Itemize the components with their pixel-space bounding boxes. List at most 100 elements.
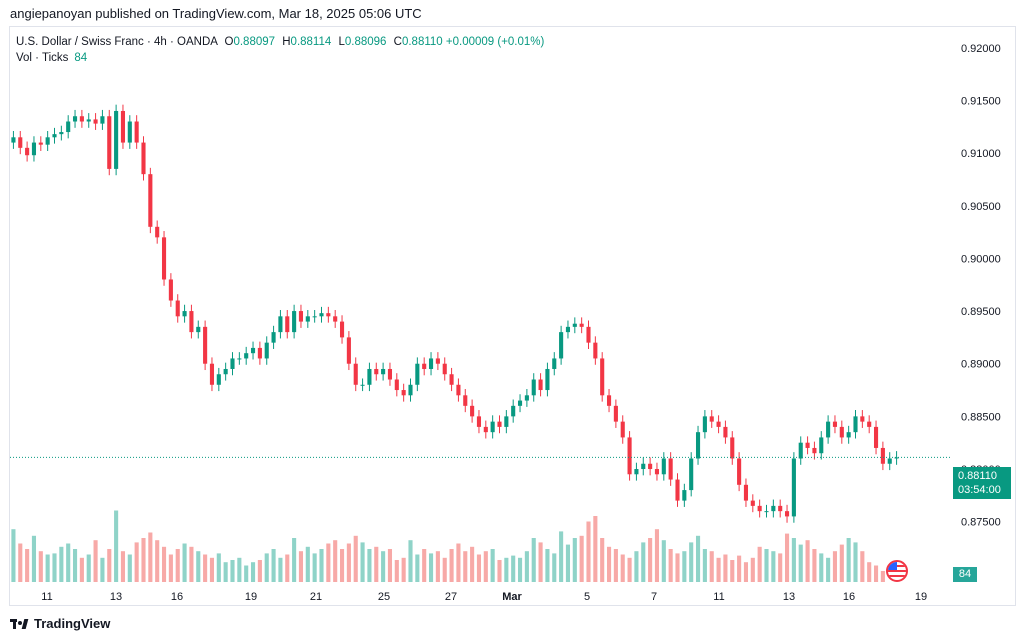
candle-body [634, 469, 639, 475]
volume-bar [250, 562, 256, 582]
volume-bar [524, 551, 529, 582]
volume-bar [216, 553, 221, 582]
volume-bar [791, 538, 796, 582]
volume-bar [716, 557, 721, 582]
volume-bar [408, 540, 413, 582]
volume-bar [819, 553, 824, 582]
volume-bar [312, 553, 317, 582]
volume-bar [723, 554, 728, 582]
candle-body [312, 316, 317, 318]
volume-bar [511, 555, 516, 582]
volume-bar [387, 549, 393, 582]
volume-bar [141, 538, 146, 582]
volume-bar [11, 529, 16, 582]
volume-bar [641, 542, 646, 582]
candle-body [593, 342, 598, 359]
volume-bar [552, 553, 557, 582]
volume-bar [572, 538, 577, 582]
candle-body [538, 379, 543, 391]
candle-body [120, 110, 126, 143]
candle-body [456, 384, 461, 396]
candle-body [428, 358, 434, 369]
volume-bar [189, 546, 194, 582]
candle-body [668, 458, 673, 480]
volume-bar [483, 551, 488, 582]
volume-bar [155, 540, 160, 582]
candle-body [812, 447, 817, 454]
x-tick-label: Mar [502, 591, 522, 603]
volume-bar [490, 549, 495, 582]
volume-bar [134, 542, 139, 582]
candle-body [675, 479, 680, 501]
candle-body [723, 426, 728, 438]
candle-body [442, 363, 447, 375]
volume-bar [709, 551, 714, 582]
candle-body [230, 358, 235, 369]
candle-body [387, 368, 393, 380]
volume-bar [812, 549, 817, 582]
volume-bar [271, 549, 276, 582]
candle-body [771, 505, 776, 512]
candle-body [784, 511, 790, 517]
candle-body [627, 437, 632, 475]
candle-body [743, 484, 749, 501]
candle-body [476, 416, 482, 427]
volume-bar [257, 560, 262, 582]
candle-body [757, 505, 762, 512]
candle-body [579, 323, 584, 327]
candle-body [887, 458, 892, 464]
volume-bar [867, 562, 872, 582]
candle-body [278, 316, 283, 333]
candle-body [572, 323, 577, 327]
y-tick-label: 0.89500 [961, 306, 1001, 318]
candle-body [750, 500, 755, 506]
candle-body [257, 347, 262, 359]
volume-bar [298, 551, 304, 582]
candle-body [826, 421, 831, 438]
candle-body [189, 311, 194, 333]
candle-body [25, 147, 30, 156]
volume-bar [120, 551, 126, 582]
us-flag-icon[interactable] [886, 560, 908, 582]
x-tick-label: 5 [584, 591, 590, 603]
candle-body [237, 358, 242, 360]
volume-bar [654, 529, 660, 582]
volume-bar [394, 560, 399, 582]
candle-body [695, 432, 701, 459]
candle-body [271, 332, 276, 343]
volume-bar [757, 546, 762, 582]
candle-body [86, 119, 91, 122]
volume-bar [600, 538, 605, 582]
volume-bar [497, 560, 502, 582]
candle-body [223, 368, 228, 375]
candle-body [504, 416, 509, 427]
candle-body [682, 490, 687, 501]
volume-bar [175, 549, 180, 582]
volume-bar [292, 538, 297, 582]
volume-bar [545, 549, 550, 582]
volume-bar [422, 549, 427, 582]
volume-bar [470, 546, 475, 582]
volume-label[interactable]: Vol · Ticks [16, 52, 69, 64]
candle-body [196, 326, 201, 333]
volume-bar [826, 557, 831, 582]
candle-body [11, 137, 16, 143]
candle-body [353, 363, 358, 385]
y-tick-label: 0.91000 [961, 148, 1001, 160]
volume-bar [620, 554, 625, 582]
candle-body [148, 174, 153, 227]
y-tick-label: 0.87500 [961, 517, 1001, 529]
candle-body [894, 457, 899, 459]
candle-body [339, 321, 345, 338]
candle-body [367, 368, 372, 385]
low-value: 0.88096 [344, 36, 387, 48]
candle-body [182, 311, 187, 317]
candle-body [853, 416, 858, 433]
candle-body [531, 379, 536, 396]
volume-bar [860, 551, 865, 582]
candle-body [52, 134, 57, 138]
volume-bar [504, 557, 509, 582]
symbol-label[interactable]: U.S. Dollar / Swiss Franc · 4h · OANDA [16, 36, 218, 48]
candle-body [654, 469, 660, 475]
